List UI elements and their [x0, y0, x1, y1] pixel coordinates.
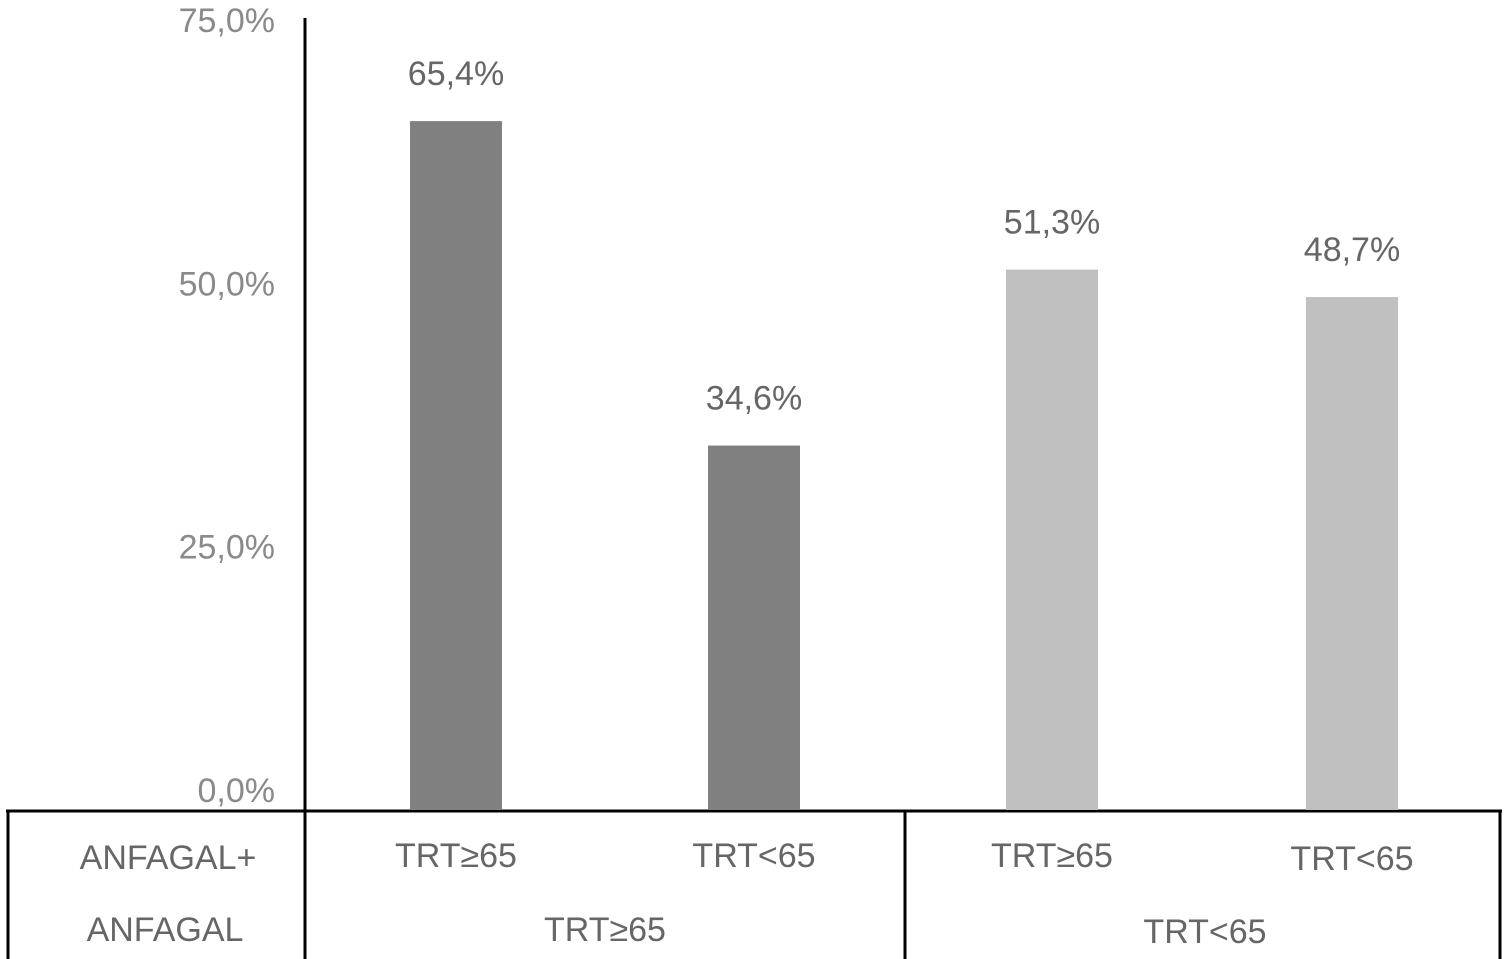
- y-tick-label: 75,0%: [179, 2, 275, 40]
- bar: [1006, 269, 1098, 810]
- y-tick-label: 0,0%: [198, 772, 276, 810]
- bar: [1306, 297, 1398, 810]
- x-tick-label: TRT<65: [692, 837, 815, 875]
- bar: [410, 121, 502, 811]
- row-label: ANFAGAL+: [80, 839, 257, 877]
- x-tick-label: TRT≥65: [991, 837, 1113, 875]
- y-tick-label: 50,0%: [179, 265, 275, 303]
- value-label: 34,6%: [706, 380, 802, 418]
- row-label: ANFAGAL: [87, 911, 244, 949]
- value-label: 51,3%: [1004, 204, 1100, 242]
- group-label: TRT≥65: [544, 911, 666, 949]
- value-label: 48,7%: [1304, 231, 1400, 269]
- bar: [708, 445, 800, 810]
- y-tick-label: 25,0%: [179, 529, 275, 567]
- x-tick-label: TRT<65: [1290, 840, 1413, 878]
- group-label: TRT<65: [1143, 913, 1266, 951]
- x-tick-label: TRT≥65: [395, 837, 517, 875]
- value-label: 65,4%: [408, 55, 504, 93]
